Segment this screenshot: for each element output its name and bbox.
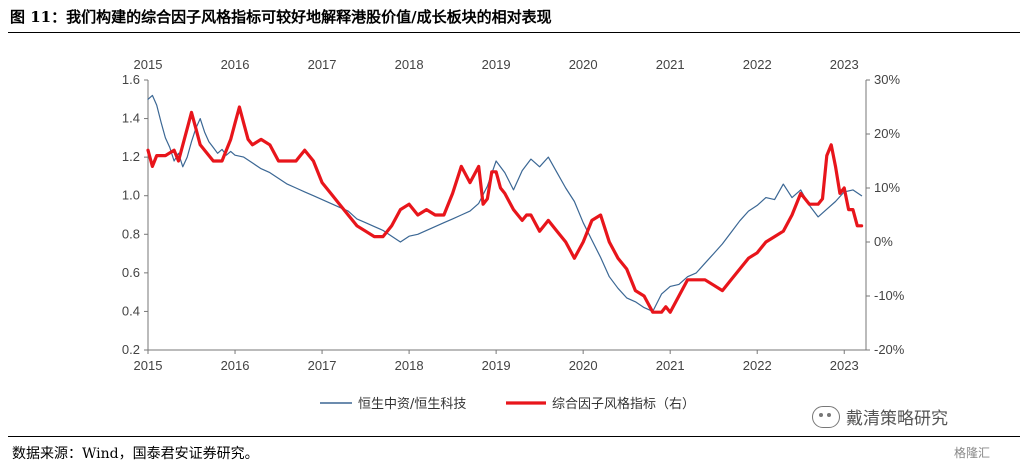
x-tick-label-bottom: 2020 (569, 358, 598, 373)
y-right-tick-label: -10% (874, 288, 905, 303)
y-left-tick-label: 0.8 (122, 226, 140, 241)
y-right-tick-label: 10% (874, 180, 900, 195)
x-tick-label-top: 2019 (482, 57, 511, 72)
x-tick-label-top: 2021 (656, 57, 685, 72)
x-tick-label-bottom: 2017 (308, 358, 337, 373)
y-right-tick-label: 20% (874, 126, 900, 141)
y-left-tick-label: 1.2 (122, 149, 140, 164)
y-left-tick-label: 0.4 (122, 303, 140, 318)
watermark-text: 戴清策略研究 (846, 409, 948, 429)
wechat-icon (812, 405, 840, 428)
y-right-tick-label: -20% (874, 342, 905, 357)
series-line-composite-factor (146, 105, 864, 314)
x-tick-label-top: 2018 (395, 57, 424, 72)
legend-item-composite-factor-label: 综合因子风格指标（右） (552, 396, 695, 412)
title-divider (8, 32, 1020, 33)
legend-item-hs-ratio-label: 恒生中资/恒生科技 (358, 397, 466, 412)
x-tick-label-bottom: 2015 (134, 358, 163, 373)
x-tick-label-top: 2015 (134, 57, 163, 72)
y-left-tick-label: 1.6 (122, 72, 140, 87)
source-divider (8, 436, 1020, 437)
y-left-tick-label: 1.0 (122, 188, 140, 203)
x-tick-label-top: 2020 (569, 57, 598, 72)
x-tick-label-bottom: 2018 (395, 358, 424, 373)
series-line-hs-ratio (147, 94, 863, 312)
x-tick-label-bottom: 2022 (743, 358, 772, 373)
logo: 格隆汇 (954, 446, 991, 460)
x-tick-label-bottom: 2023 (830, 358, 859, 373)
x-tick-label-top: 2023 (830, 57, 859, 72)
y-right-tick-label: 30% (874, 72, 900, 87)
figure-title: 图 11：我们构建的综合因子风格指标可较好地解释港股价值/成长板块的相对表现 (10, 8, 552, 26)
x-tick-label-bottom: 2021 (656, 358, 685, 373)
y-left-tick-label: 0.6 (122, 265, 140, 280)
y-right-tick-label: 0% (874, 234, 893, 249)
y-left-tick-label: 0.2 (122, 342, 140, 357)
x-tick-label-top: 2016 (221, 57, 250, 72)
watermark: 戴清策略研究 (812, 404, 948, 429)
x-tick-label-bottom: 2016 (221, 358, 250, 373)
x-tick-label-top: 2017 (308, 57, 337, 72)
y-left-tick-label: 1.4 (122, 111, 140, 126)
x-tick-label-top: 2022 (743, 57, 772, 72)
source-note: 数据来源：Wind，国泰君安证券研究。 (12, 446, 259, 462)
x-tick-label-bottom: 2019 (482, 358, 511, 373)
